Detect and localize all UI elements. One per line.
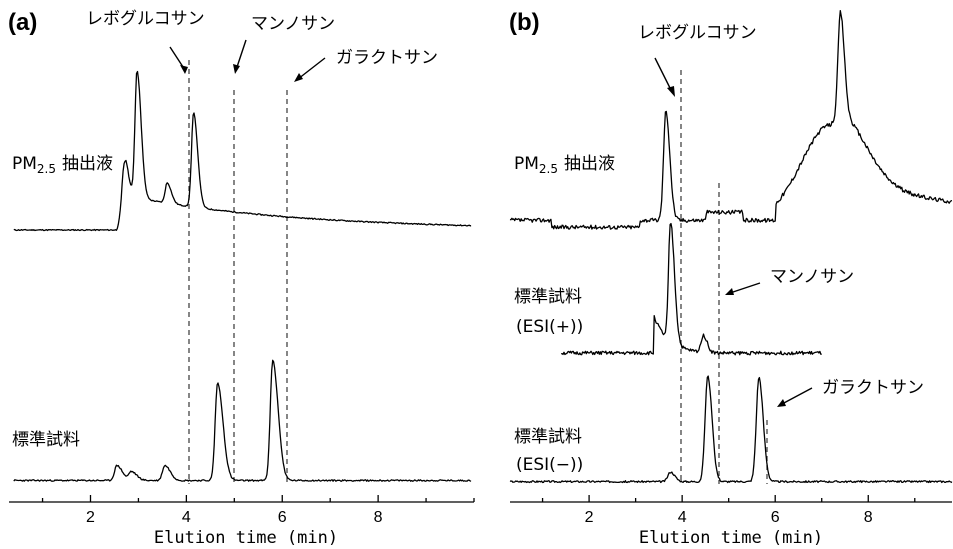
arrow-galactosan-b bbox=[781, 387, 813, 405]
trace-standard-esi-neg bbox=[509, 375, 953, 484]
label-levoglucosan-a: レボグルコサン bbox=[86, 9, 205, 29]
b-tick-label-4: 4 bbox=[678, 509, 687, 526]
label-mannosan-b: マンノサン bbox=[770, 267, 854, 287]
panel-a: (a) レボグルコサン マンノサン ガラクトサン PM2.5 抽出液 標準試料 2… bbox=[8, 9, 475, 548]
trace-pm25-extract-b bbox=[509, 9, 953, 230]
series-label-standard-esi-neg: 標準試料 bbox=[514, 427, 582, 447]
trace-standard-a bbox=[13, 359, 472, 482]
arrowhead-mannosan-b bbox=[725, 288, 734, 295]
arrowhead-mannosan-a bbox=[233, 64, 240, 74]
b-tick-label-8: 8 bbox=[864, 509, 873, 526]
b-tick-label-6: 6 bbox=[771, 509, 780, 526]
panel-b: (b) レボグルコサン マンノサン ガラクトサン PM2.5 抽出液 標準試料 (… bbox=[509, 9, 953, 548]
a-tick-label-2: 2 bbox=[86, 509, 95, 526]
x-ticks-a: 2 4 6 8 bbox=[41, 495, 475, 526]
series-label-standard-a: 標準試料 bbox=[12, 430, 80, 450]
arrowhead-galactosan-b bbox=[777, 399, 786, 407]
arrow-mannosan-a bbox=[235, 39, 247, 71]
label-mannosan-a: マンノサン bbox=[251, 14, 335, 34]
x-ticks-b: 2 4 6 8 bbox=[541, 495, 916, 526]
x-axis-label-a: Elution time (min) bbox=[154, 528, 338, 548]
arrowhead-levoglucosan-b bbox=[667, 86, 675, 97]
arrow-mannosan-b bbox=[729, 282, 761, 294]
series-label-esi-neg-mode: (ESI(−)) bbox=[516, 455, 583, 475]
arrowhead-galactosan-a bbox=[294, 73, 303, 82]
a-tick-label-6: 6 bbox=[278, 509, 287, 526]
arrowhead-levoglucosan-a bbox=[180, 65, 188, 74]
label-levoglucosan-b: レボグルコサン bbox=[638, 23, 757, 43]
series-label-pm25-a: PM2.5 抽出液 bbox=[12, 154, 113, 176]
trace-standard-esi-pos bbox=[560, 222, 822, 356]
arrow-galactosan-a bbox=[297, 57, 326, 80]
panel-a-letter: (a) bbox=[8, 9, 37, 36]
series-label-esi-pos-mode: (ESI(+)) bbox=[516, 317, 583, 337]
label-galactosan-a: ガラクトサン bbox=[336, 48, 438, 68]
a-tick-label-4: 4 bbox=[182, 509, 191, 526]
series-label-pm25-b: PM2.5 抽出液 bbox=[514, 154, 615, 176]
label-galactosan-b: ガラクトサン bbox=[822, 378, 924, 398]
series-label-standard-esi-pos: 標準試料 bbox=[514, 287, 582, 307]
b-tick-label-2: 2 bbox=[585, 509, 594, 526]
a-tick-label-8: 8 bbox=[374, 509, 383, 526]
arrow-levoglucosan-b bbox=[654, 57, 673, 93]
panel-b-letter: (b) bbox=[509, 9, 540, 36]
x-axis-label-b: Elution time (min) bbox=[639, 528, 823, 548]
trace-pm25-extract-a bbox=[13, 70, 472, 232]
